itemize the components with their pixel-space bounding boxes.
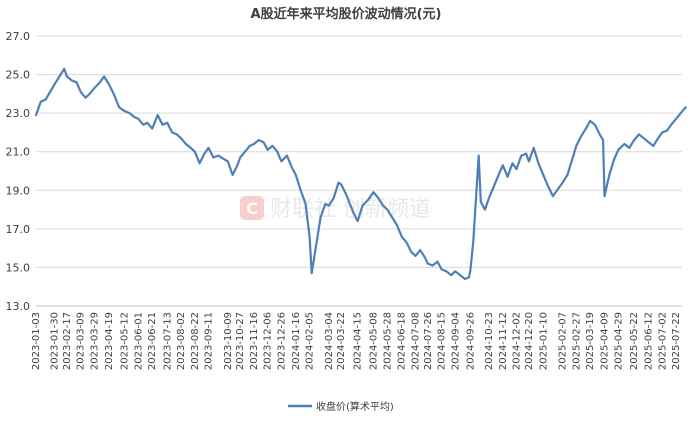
cls-logo-icon — [240, 196, 264, 220]
x-tick-label: 2023-07-13 — [162, 312, 173, 370]
legend: 收盘价(算术平均) — [288, 400, 394, 413]
x-tick-label: 2025-02-27 — [571, 312, 582, 370]
x-tick-label: 2025-04-09 — [600, 312, 611, 370]
x-tick-label: 2023-03-29 — [89, 312, 100, 370]
legend-label: 收盘价(算术平均) — [316, 400, 394, 413]
x-tick-label: 2025-02-07 — [558, 312, 569, 370]
x-tick-label: 2024-07-08 — [410, 312, 421, 370]
x-tick-label: 2023-03-09 — [76, 312, 87, 370]
x-tick-label: 2025-04-29 — [613, 312, 624, 370]
grid-lines — [36, 35, 682, 268]
x-tick-label: 2023-06-21 — [147, 312, 158, 370]
y-tick-label: 21.0 — [6, 146, 31, 159]
x-tick-label: 2024-02-05 — [305, 312, 316, 370]
x-tick-label: 2024-12-02 — [512, 312, 523, 370]
x-tick-label: 2025-07-02 — [657, 312, 668, 370]
y-tick-label: 23.0 — [6, 107, 31, 120]
x-tick-label: 2023-12-06 — [263, 312, 274, 370]
x-axis-ticks: 2023-01-03 2023-01-30 2023-02-17 2023-03-09… — [31, 312, 682, 370]
y-tick-label: 15.0 — [6, 261, 31, 274]
y-axis-ticks: 13.0 15.0 17.0 19.0 21.0 23.0 25.0 27.0 — [6, 30, 31, 313]
y-tick-label: 17.0 — [6, 223, 31, 236]
watermark: C 财联社 创新频道 — [240, 196, 431, 222]
x-tick-label: 2023-01-03 — [31, 312, 42, 370]
y-tick-label: 27.0 — [6, 30, 31, 43]
x-tick-label: 2023-06-01 — [133, 312, 144, 370]
x-tick-label: 2023-12-26 — [276, 312, 287, 370]
watermark-text: 财联社 创新频道 — [270, 197, 431, 222]
x-tick-label: 2024-07-26 — [423, 312, 434, 370]
x-tick-label: 2023-08-02 — [176, 312, 187, 370]
x-tick-label: 2023-10-27 — [235, 312, 246, 370]
x-tick-label: 2024-04-15 — [353, 312, 364, 370]
y-tick-label: 19.0 — [6, 184, 31, 197]
x-tick-label: 2025-01-10 — [538, 312, 549, 370]
x-tick-label: 2023-02-17 — [62, 312, 73, 370]
x-tick-label: 2023-04-19 — [104, 312, 115, 370]
x-tick-label: 2024-08-15 — [437, 312, 448, 370]
x-tick-label: 2024-09-04 — [450, 312, 461, 370]
x-tick-label: 2024-06-18 — [397, 312, 408, 370]
x-tick-label: 2024-01-16 — [291, 312, 302, 370]
y-tick-label: 13.0 — [6, 300, 31, 313]
y-tick-label: 25.0 — [6, 69, 31, 82]
x-tick-label: 2025-06-12 — [644, 312, 655, 370]
x-tick-label: 2025-03-19 — [585, 312, 596, 370]
x-tick-label: 2023-01-30 — [50, 312, 61, 370]
series-line-close-price — [34, 67, 687, 281]
x-tick-label: 2023-09-11 — [204, 312, 215, 370]
x-tick-label: 2024-05-28 — [382, 312, 393, 370]
x-tick-label: 2024-11-12 — [498, 312, 509, 370]
x-tick-label: 2023-10-09 — [223, 312, 234, 370]
x-tick-label: 2023-05-12 — [120, 312, 131, 370]
x-tick-label: 2024-05-08 — [369, 312, 380, 370]
chart-title: A股近年来平均股价波动情况(元) — [251, 6, 442, 22]
x-tick-label: 2025-05-22 — [629, 312, 640, 370]
x-tick-label: 2024-10-23 — [484, 312, 495, 370]
x-tick-label: 2024-03-22 — [336, 312, 347, 370]
x-tick-label: 2024-09-26 — [465, 312, 476, 370]
x-tick-label: 2023-08-22 — [190, 312, 201, 370]
x-tick-label: 2024-12-20 — [524, 312, 535, 370]
cls-logo-glyph: C — [246, 199, 258, 218]
x-tick-label: 2023-11-16 — [249, 312, 260, 370]
x-tick-label: 2025-07-22 — [671, 312, 682, 370]
x-tick-label: 2024-03-04 — [324, 312, 335, 370]
